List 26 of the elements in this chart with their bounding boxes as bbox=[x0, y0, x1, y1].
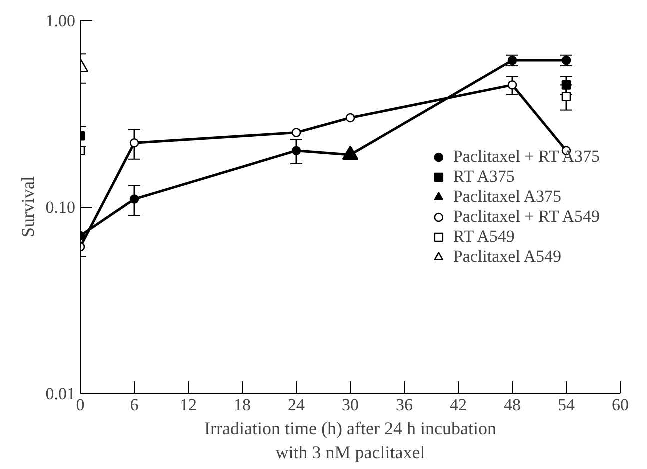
x-tick-label: 6 bbox=[130, 396, 139, 414]
x-tick-label: 36 bbox=[396, 396, 413, 414]
x-tick-label: 48 bbox=[504, 396, 521, 414]
x-axis-title: Irradiation time (h) after 24 h incubation with 3 nM paclitaxel bbox=[204, 418, 496, 462]
x-tick-label: 42 bbox=[450, 396, 467, 414]
legend-label: Paclitaxel A375 bbox=[453, 186, 562, 206]
legend-label: Paclitaxel + RT A375 bbox=[453, 146, 600, 166]
x-tick-label: 30 bbox=[342, 396, 359, 414]
point bbox=[292, 128, 302, 138]
x-tick-label: 24 bbox=[288, 396, 306, 414]
y-tick-label: 0.01 bbox=[46, 384, 76, 404]
y-tick-label: 0.10 bbox=[46, 198, 76, 217]
legend-label: Paclitaxel + RT A549 bbox=[453, 206, 600, 226]
x-tick-label: 60 bbox=[612, 396, 629, 414]
y-tick-label: 1.00 bbox=[46, 12, 76, 30]
point bbox=[346, 113, 356, 123]
legend-label: Paclitaxel A549 bbox=[453, 246, 562, 266]
x-tick-label: 0 bbox=[76, 396, 85, 414]
legend-label: RT A549 bbox=[453, 226, 515, 246]
legend-label: RT A375 bbox=[453, 166, 515, 186]
y-axis-title: Survival bbox=[18, 176, 38, 238]
x-tick-label: 18 bbox=[234, 396, 251, 414]
point bbox=[292, 146, 302, 156]
x-tick-label: 12 bbox=[180, 396, 197, 414]
x-tick-label: 54 bbox=[558, 396, 576, 414]
point bbox=[508, 80, 518, 90]
